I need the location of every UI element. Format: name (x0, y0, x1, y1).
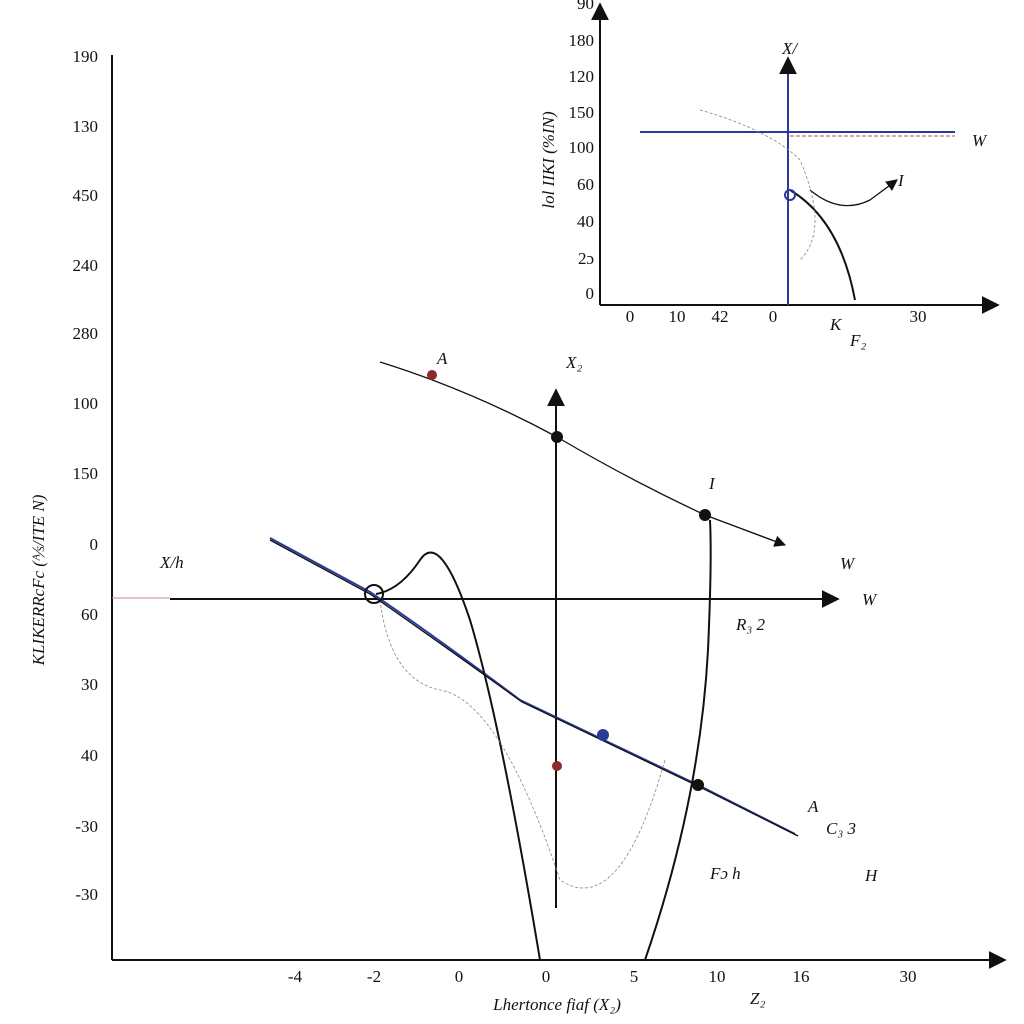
annotation: W (840, 554, 856, 573)
curve-upper (379, 361, 787, 547)
inset-y-tick-label: 90 (577, 0, 594, 13)
y-tick-label: 130 (73, 117, 99, 136)
annotation: X₂ (565, 353, 582, 372)
inset-y-tick-label: 2ɔ (578, 249, 594, 268)
y-tick-label: 240 (73, 256, 99, 275)
y-tick-label: 450 (73, 186, 99, 205)
curve-right (644, 519, 712, 961)
point (699, 509, 711, 521)
curve-black (269, 539, 799, 837)
y-tick-label: -30 (75, 885, 98, 904)
x-tick-label: 30 (900, 967, 917, 986)
x-tick-label: -4 (288, 967, 303, 986)
annotation: X/h (159, 553, 184, 572)
annotation: A (436, 349, 448, 368)
points (364, 370, 711, 791)
annotation: H (864, 866, 879, 885)
inset-annotation: I (897, 171, 905, 190)
inset-x-tick-label: 0 (626, 307, 635, 326)
annotation: Fɔ h (709, 864, 741, 883)
annotation: I (708, 474, 716, 493)
x-axis-title: Lhertonce fiaf (X₂) (492, 995, 621, 1014)
x-tick-label: 10 (709, 967, 726, 986)
y-tick-label: -30 (75, 817, 98, 836)
inset-y-title: lol IIKI (%IN) (539, 111, 558, 209)
inset-point (784, 189, 796, 201)
y-tick-label: 60 (81, 605, 98, 624)
annotation: W (862, 590, 878, 609)
inset-annotation: W (972, 131, 988, 150)
annotation: Z₂ (750, 989, 765, 1008)
x-tick-label: 16 (793, 967, 810, 986)
y-tick-label: 100 (73, 394, 99, 413)
inset-guide (699, 109, 816, 261)
y-tick-label: 150 (73, 464, 99, 483)
x-tick-label: 5 (630, 967, 639, 986)
inset-x-tick-label: 0 (769, 307, 778, 326)
annotation: A (807, 797, 819, 816)
point (551, 431, 563, 443)
y-tick-label: 190 (73, 47, 99, 66)
inset-x-tick-label: 30 (910, 307, 927, 326)
x-tick-label: 0 (455, 967, 464, 986)
inset-y-tick-label: 0 (586, 284, 595, 303)
inset-annotation: X/ (781, 39, 799, 58)
inset-y-tick-label: 180 (569, 31, 595, 50)
inset-x-tick-label: 42 (712, 307, 729, 326)
x-tick-label: 0 (542, 967, 551, 986)
inset-curve-2 (809, 179, 898, 207)
guide-curve (379, 599, 666, 889)
inset-annotation: K (829, 315, 843, 334)
inset-y-tick-label: 150 (569, 103, 595, 122)
inset-x-tick-label: 10 (669, 307, 686, 326)
curve-left-loop (375, 551, 541, 961)
point (552, 761, 562, 771)
inset-y-tick-label: 60 (577, 175, 594, 194)
point (364, 584, 384, 604)
y-tick-label: 30 (81, 675, 98, 694)
inset-curve (789, 189, 856, 301)
point (427, 370, 437, 380)
annotation: C₃ 3 (826, 819, 856, 838)
point (597, 729, 609, 741)
inset-y-tick-label: 40 (577, 212, 594, 231)
y-tick-label: 280 (73, 324, 99, 343)
x-tick-label: -2 (367, 967, 381, 986)
inset-y-tick-label: 120 (569, 67, 595, 86)
inset-annotation: F₂ (849, 331, 866, 350)
y-tick-label: 40 (81, 746, 98, 765)
y-tick-label: 0 (90, 535, 99, 554)
y-axis-title: KLIKERRcFc (⅍/ITE N) (29, 494, 48, 666)
annotation: R₃ 2 (735, 615, 766, 634)
point (692, 779, 704, 791)
inset-y-tick-label: 100 (569, 138, 595, 157)
